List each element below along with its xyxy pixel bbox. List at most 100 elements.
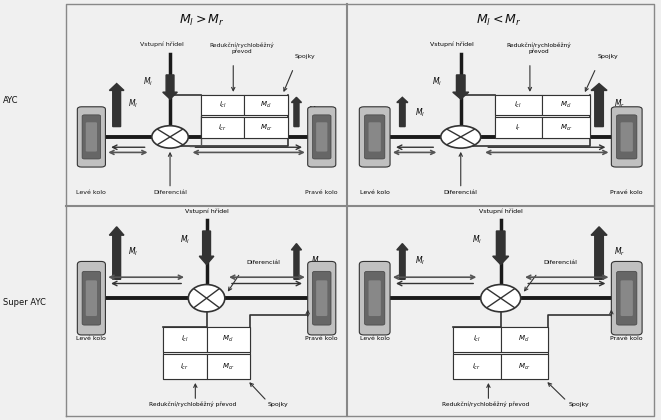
Text: $M_l > M_r$: $M_l > M_r$: [178, 13, 225, 28]
Text: $M_{cl}$: $M_{cl}$: [560, 100, 572, 110]
Text: $i_{cr}$: $i_{cr}$: [473, 361, 481, 372]
Text: Pravé kolo: Pravé kolo: [305, 190, 338, 195]
Text: Redukční/rychloběžný převod: Redukční/rychloběžný převod: [149, 402, 236, 407]
Text: Spojky: Spojky: [295, 55, 315, 59]
Text: Super AYC: Super AYC: [3, 298, 46, 307]
FancyArrow shape: [591, 227, 607, 279]
FancyBboxPatch shape: [365, 115, 385, 159]
Bar: [501, 327, 549, 352]
Bar: [494, 95, 542, 116]
Text: AYC: AYC: [3, 96, 19, 105]
FancyArrow shape: [397, 244, 408, 279]
Bar: [453, 327, 549, 379]
Text: $M_{cl}$: $M_{cl}$: [222, 334, 235, 344]
FancyBboxPatch shape: [77, 261, 106, 335]
Text: $i_{cl}$: $i_{cl}$: [219, 100, 227, 110]
Text: Vstupní hřídel: Vstupní hřídel: [479, 209, 523, 214]
Text: Levé kolo: Levé kolo: [360, 190, 389, 195]
Text: $M_l$: $M_l$: [414, 254, 425, 267]
Text: Vstupní hřídel: Vstupní hřídel: [184, 209, 229, 214]
Text: $M_i$: $M_i$: [180, 233, 190, 246]
FancyArrow shape: [109, 84, 124, 126]
FancyBboxPatch shape: [316, 281, 327, 316]
FancyArrow shape: [199, 231, 214, 265]
Text: Redukční/rychloběžný převod: Redukční/rychloběžný převod: [442, 402, 529, 407]
FancyArrow shape: [292, 244, 301, 279]
FancyBboxPatch shape: [617, 115, 637, 159]
Bar: [163, 327, 250, 379]
FancyBboxPatch shape: [86, 281, 97, 316]
Text: $M_{cr}$: $M_{cr}$: [222, 361, 235, 372]
FancyBboxPatch shape: [617, 271, 637, 325]
Bar: [542, 95, 590, 116]
Bar: [494, 95, 590, 138]
FancyArrow shape: [591, 84, 607, 126]
FancyArrow shape: [492, 231, 509, 265]
Text: $M_i$: $M_i$: [143, 76, 153, 88]
FancyArrow shape: [163, 75, 177, 99]
Text: Spojky: Spojky: [568, 402, 590, 407]
Text: Pravé kolo: Pravé kolo: [305, 336, 338, 341]
Bar: [206, 354, 250, 379]
Bar: [501, 354, 549, 379]
Bar: [245, 95, 288, 116]
Text: $M_r$: $M_r$: [615, 98, 625, 110]
FancyBboxPatch shape: [365, 271, 385, 325]
FancyBboxPatch shape: [77, 107, 106, 167]
Text: Spojky: Spojky: [268, 402, 289, 407]
Circle shape: [481, 285, 521, 312]
Text: Pravé kolo: Pravé kolo: [610, 190, 643, 195]
Text: $M_r$: $M_r$: [308, 105, 319, 117]
FancyBboxPatch shape: [611, 107, 642, 167]
Text: $M_r$: $M_r$: [615, 246, 625, 258]
Bar: [201, 95, 245, 116]
FancyBboxPatch shape: [611, 261, 642, 335]
FancyBboxPatch shape: [316, 122, 327, 152]
Bar: [542, 117, 590, 138]
Text: Vstupní hřídel: Vstupní hřídel: [139, 42, 184, 47]
Text: Redukční/rychloběžný
převod: Redukční/rychloběžný převod: [210, 42, 274, 54]
Text: $M_i$: $M_i$: [432, 76, 442, 88]
FancyArrow shape: [109, 227, 124, 279]
Text: $i_{cr}$: $i_{cr}$: [218, 122, 227, 133]
FancyBboxPatch shape: [82, 115, 100, 159]
Bar: [201, 117, 245, 138]
Circle shape: [188, 285, 225, 312]
Text: Redukční/rychloběžný
převod: Redukční/rychloběžný převod: [507, 42, 572, 54]
Text: Levé kolo: Levé kolo: [77, 336, 106, 341]
Text: Spojky: Spojky: [598, 55, 619, 59]
FancyBboxPatch shape: [308, 261, 336, 335]
Text: $M_r$: $M_r$: [311, 254, 321, 267]
FancyBboxPatch shape: [82, 271, 100, 325]
Text: $M_{cr}$: $M_{cr}$: [518, 361, 531, 372]
Text: $i_{cl}$: $i_{cl}$: [181, 334, 189, 344]
FancyBboxPatch shape: [621, 122, 633, 152]
Text: $M_{cr}$: $M_{cr}$: [559, 122, 572, 133]
FancyBboxPatch shape: [313, 115, 331, 159]
FancyBboxPatch shape: [308, 107, 336, 167]
Text: Diferenciál: Diferenciál: [544, 260, 578, 265]
Text: $i_{cl}$: $i_{cl}$: [514, 100, 522, 110]
FancyBboxPatch shape: [313, 271, 331, 325]
Bar: [163, 354, 206, 379]
Text: $M_l < M_r$: $M_l < M_r$: [476, 13, 522, 28]
Bar: [201, 95, 288, 138]
Bar: [494, 117, 542, 138]
Text: $M_i$: $M_i$: [472, 233, 483, 246]
FancyBboxPatch shape: [360, 261, 390, 335]
Bar: [453, 327, 501, 352]
Text: Pravé kolo: Pravé kolo: [610, 336, 643, 341]
Text: $M_l$: $M_l$: [128, 246, 138, 258]
Bar: [453, 354, 501, 379]
Bar: [206, 327, 250, 352]
Bar: [245, 117, 288, 138]
Text: $M_{cr}$: $M_{cr}$: [260, 122, 273, 133]
Text: Diferenciál: Diferenciál: [246, 260, 280, 265]
Text: $M_l$: $M_l$: [414, 107, 425, 119]
Text: Vstupní hřídel: Vstupní hřídel: [430, 42, 473, 47]
FancyArrow shape: [292, 97, 301, 126]
Circle shape: [152, 126, 188, 148]
Text: $i_{cr}$: $i_{cr}$: [180, 361, 189, 372]
Text: $i_{r}$: $i_{r}$: [516, 122, 522, 133]
FancyBboxPatch shape: [621, 281, 633, 316]
